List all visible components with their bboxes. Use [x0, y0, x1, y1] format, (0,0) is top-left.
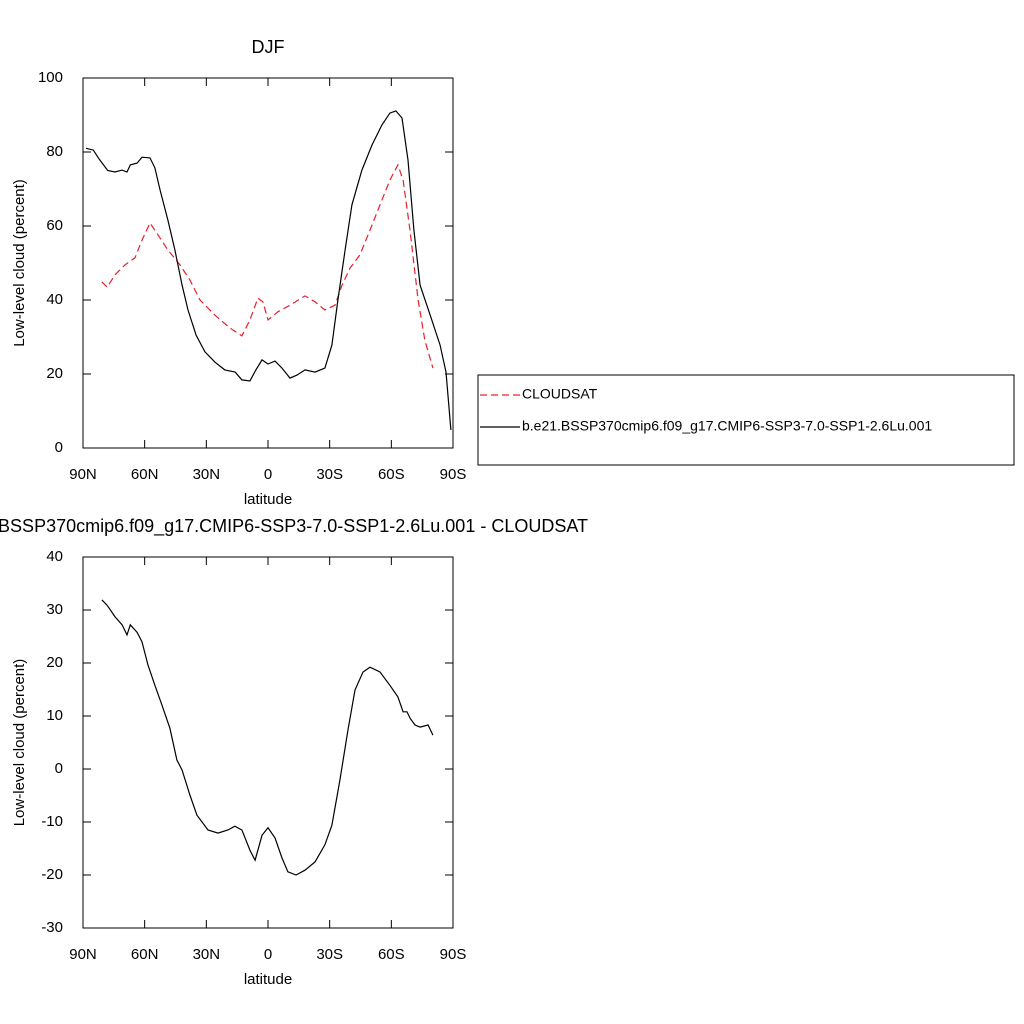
line-series: [101, 163, 434, 369]
x-tick-label: 30S: [316, 466, 343, 483]
x-tick-label: 60N: [131, 946, 159, 963]
x-tick-label: 60N: [131, 466, 159, 483]
y-tick-label: 20: [46, 654, 63, 671]
legend-label: b.e21.BSSP370cmip6.f09_g17.CMIP6-SSP3-7.…: [522, 418, 932, 434]
y-tick-label: -30: [41, 919, 63, 936]
x-tick-label: 90N: [69, 946, 97, 963]
x-axis-label: latitude: [244, 491, 292, 508]
x-tick-label: 60S: [378, 946, 405, 963]
y-tick-label: 30: [46, 601, 63, 618]
y-tick-label: 60: [46, 217, 63, 234]
x-tick-label: 0: [264, 946, 272, 963]
x-tick-label: 30N: [193, 946, 221, 963]
line-series: [85, 110, 452, 430]
x-tick-label: 90N: [69, 466, 97, 483]
y-tick-label: 0: [55, 439, 63, 456]
y-tick-label: 40: [46, 291, 63, 308]
x-tick-label: 30S: [316, 946, 343, 963]
y-tick-label: 80: [46, 143, 63, 160]
x-tick-label: 90S: [440, 946, 467, 963]
y-tick-label: 0: [55, 760, 63, 777]
legend-label: CLOUDSAT: [522, 386, 598, 402]
y-tick-label: -10: [41, 813, 63, 830]
legend-box: [477, 374, 1015, 466]
line-series: [101, 599, 434, 876]
y-axis-label: Low-level cloud (percent): [11, 659, 28, 827]
x-tick-label: 60S: [378, 466, 405, 483]
y-tick-label: 20: [46, 365, 63, 382]
x-tick-label: 30N: [193, 466, 221, 483]
y-tick-label: 100: [38, 69, 63, 86]
y-axis-label: Low-level cloud (percent): [11, 179, 28, 347]
y-tick-label: 10: [46, 707, 63, 724]
x-axis-label: latitude: [244, 971, 292, 988]
chart-title: b.e21.BSSP370cmip6.f09_g17.CMIP6-SSP3-7.…: [0, 516, 588, 537]
chart-title: DJF: [252, 37, 285, 57]
plot-frame: [82, 77, 454, 449]
y-tick-label: -20: [41, 866, 63, 883]
plot-frame: [82, 556, 454, 929]
x-tick-label: 90S: [440, 466, 467, 483]
x-tick-label: 0: [264, 466, 272, 483]
y-tick-label: 40: [46, 548, 63, 565]
